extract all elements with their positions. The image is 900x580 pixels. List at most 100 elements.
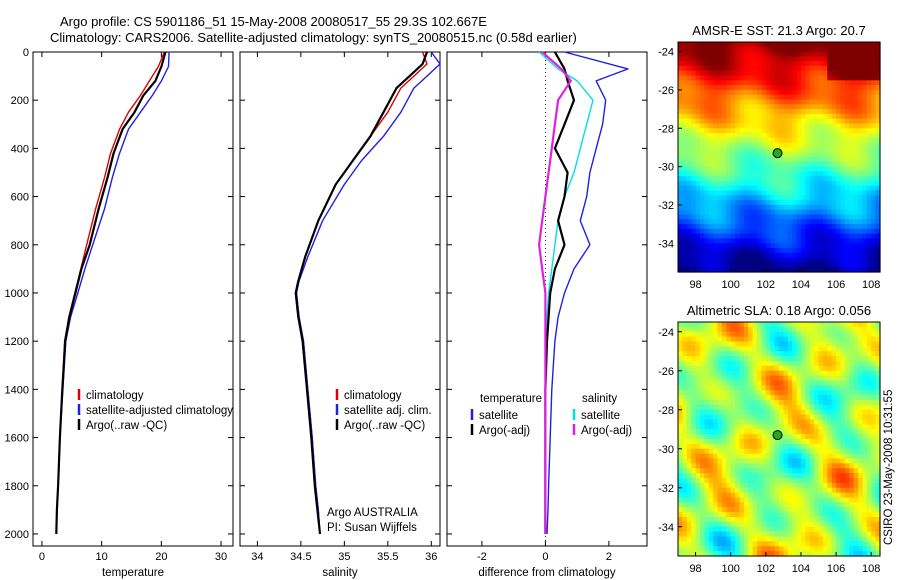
map-cell — [765, 243, 771, 249]
map-cell — [699, 51, 705, 57]
map-cell — [787, 331, 793, 338]
map-cell — [849, 326, 855, 333]
map-cell — [708, 252, 714, 259]
map-cell — [765, 507, 771, 513]
map-cell — [853, 521, 859, 528]
map-cell — [862, 478, 868, 484]
map-cell — [721, 507, 727, 513]
map-cell — [774, 346, 780, 352]
map-cell — [796, 507, 802, 513]
map-cell — [800, 356, 806, 362]
map-cell — [739, 195, 745, 201]
map-cell — [748, 176, 754, 182]
map-cell — [831, 161, 837, 168]
map-cell — [818, 541, 824, 547]
map-cell — [743, 400, 749, 406]
map-cell — [682, 219, 688, 225]
map-cell — [708, 395, 714, 401]
map-cell — [695, 209, 701, 216]
map-cell — [796, 257, 802, 264]
map-cell — [871, 429, 877, 435]
map-cell — [748, 157, 754, 163]
map-cell — [699, 180, 705, 187]
map-cell — [875, 546, 881, 552]
map-cell — [783, 492, 789, 499]
map-cell — [844, 152, 850, 158]
map-cell — [730, 118, 736, 125]
map-cell — [827, 133, 833, 139]
map-cell — [827, 180, 833, 187]
map-cell — [809, 380, 815, 386]
map-cell — [849, 42, 855, 48]
map-cell — [787, 482, 793, 489]
map-cell — [875, 434, 881, 440]
map-cell — [849, 228, 855, 235]
map-cell — [752, 176, 758, 182]
map-cell — [682, 429, 688, 435]
map-cell — [704, 507, 710, 513]
map-cell — [695, 161, 701, 168]
map-cell — [686, 453, 692, 460]
map-cell — [739, 61, 745, 67]
map-cell — [774, 439, 780, 445]
map-cell — [849, 443, 855, 450]
map-cell — [678, 361, 683, 367]
map-cell — [686, 482, 692, 489]
map-cell — [822, 157, 828, 163]
map-cell — [726, 473, 732, 479]
map-cell — [853, 458, 859, 464]
map-cell — [678, 46, 683, 53]
map-cell — [704, 267, 710, 273]
map-cell — [682, 439, 688, 445]
map-cell — [836, 458, 842, 464]
map-cell — [699, 46, 705, 53]
map-cell — [779, 51, 784, 57]
map-cell — [735, 487, 741, 494]
map-cell — [717, 331, 723, 338]
map-cell — [844, 65, 850, 72]
map-cell — [831, 478, 837, 484]
map-cell — [822, 346, 828, 352]
map-cell — [708, 51, 714, 57]
map-cell — [866, 85, 872, 91]
map-cell — [844, 70, 850, 77]
map-cell — [691, 89, 697, 96]
map-cell — [805, 443, 811, 450]
map-cell — [695, 502, 701, 508]
map-cell — [792, 142, 798, 149]
map-cell — [849, 113, 855, 120]
map-cell — [774, 214, 780, 220]
map-cell — [822, 385, 828, 391]
map-cell — [708, 365, 714, 372]
map-cell — [699, 424, 705, 430]
map-cell — [678, 161, 683, 168]
map-cell — [875, 248, 881, 254]
map-cell — [792, 171, 798, 177]
map-cell — [735, 123, 741, 129]
map-cell — [682, 142, 688, 149]
map-cell — [774, 224, 780, 230]
map-cell — [704, 176, 710, 182]
map-cell — [748, 395, 754, 401]
map-cell — [844, 380, 850, 386]
map-cell — [831, 61, 837, 67]
map-cell — [678, 326, 683, 333]
map-cell — [862, 94, 868, 101]
map-cell — [853, 390, 859, 396]
map-cell — [765, 171, 771, 177]
map-cell — [739, 453, 745, 460]
map-cell — [678, 85, 683, 91]
map-cell — [748, 147, 754, 153]
map-cell — [849, 478, 855, 484]
map-cell — [800, 331, 806, 338]
map-cell — [739, 56, 745, 62]
map-cell — [704, 458, 710, 464]
map-cell — [787, 109, 793, 115]
map-cell — [704, 99, 710, 105]
map-cell — [818, 157, 824, 163]
map-cell — [866, 219, 872, 225]
map-cell — [774, 195, 780, 201]
map-cell — [730, 546, 736, 552]
map-cell — [713, 356, 719, 362]
map-cell — [739, 365, 745, 372]
